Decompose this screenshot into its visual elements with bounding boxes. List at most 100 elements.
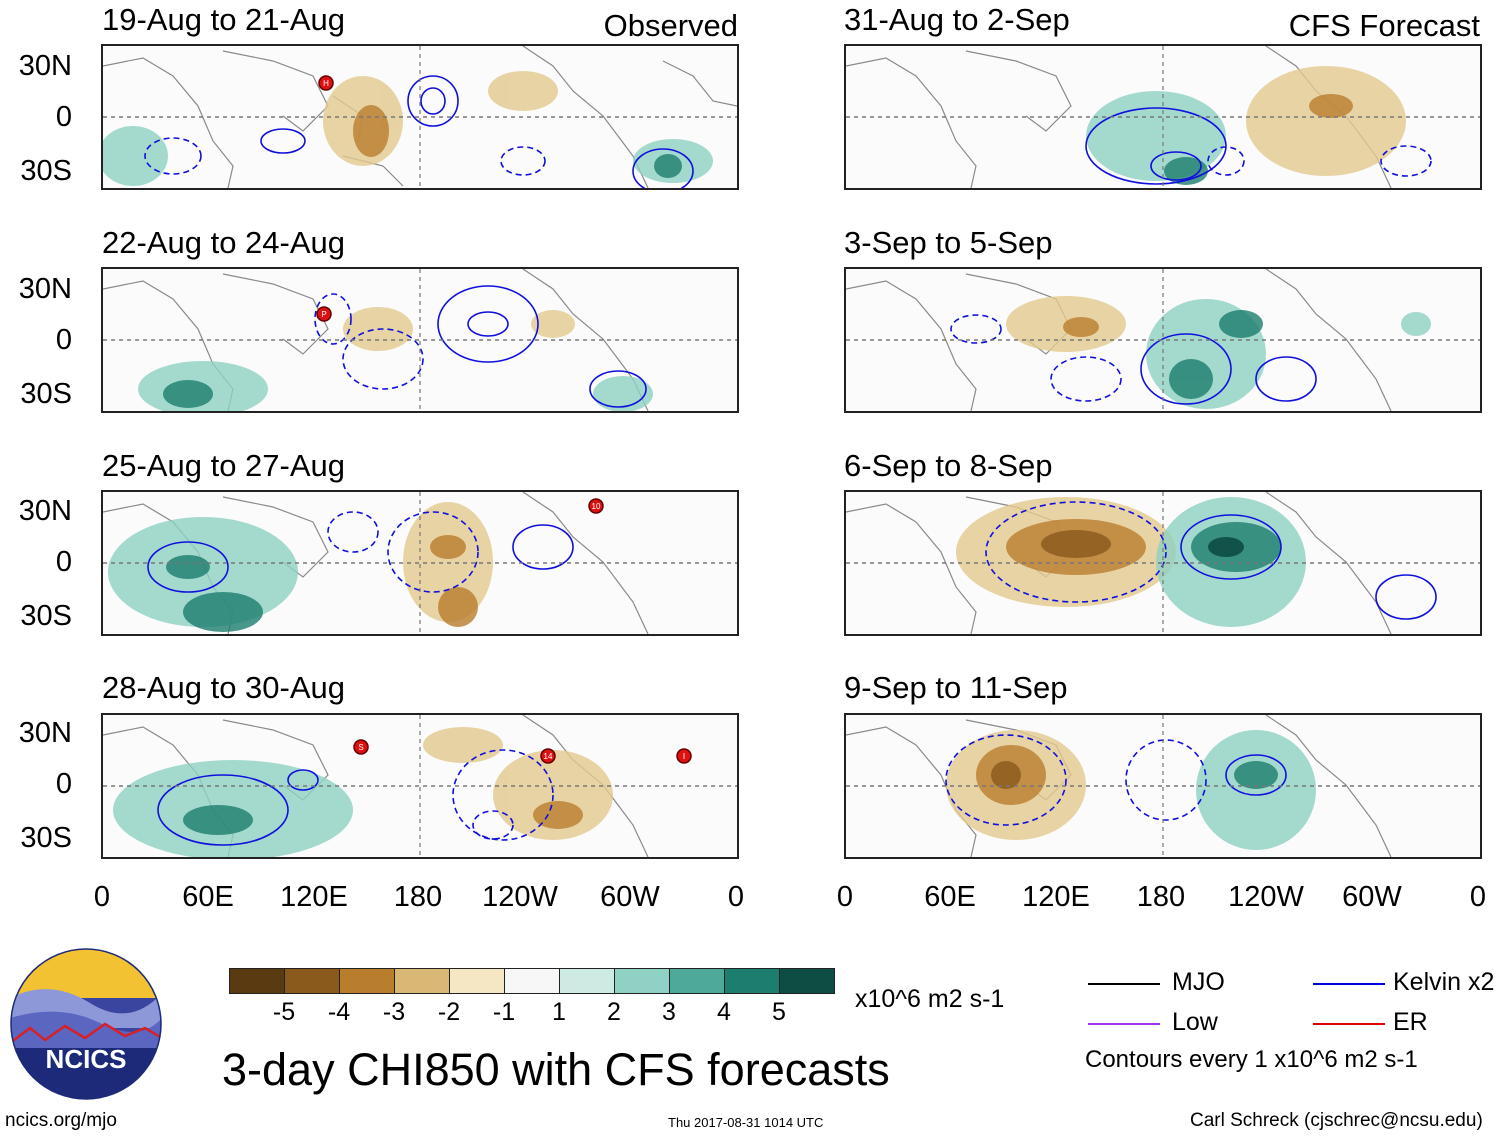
colorbar-tick: 2 xyxy=(607,998,621,1026)
storm-marker: 10 xyxy=(588,498,604,514)
panel-title-1: 19-Aug to 21-Aug xyxy=(102,2,346,37)
lon-label-0: 0 xyxy=(727,881,745,913)
legend-label-mjo: MJO xyxy=(1172,968,1225,996)
lat-label-30s: 30S xyxy=(20,155,72,187)
lat-label-eq: 0 xyxy=(55,546,72,578)
lat-label-eq: 0 xyxy=(55,324,72,356)
legend-label-er: ER xyxy=(1393,1008,1428,1036)
storm-marker: H xyxy=(318,75,334,91)
colorbar-tick: -1 xyxy=(492,998,516,1026)
map-svg: H xyxy=(103,46,737,188)
footer-timestamp: Thu 2017-08-31 1014 UTC xyxy=(668,1115,824,1130)
map-svg: S 14 I xyxy=(103,715,737,857)
storm-label: H xyxy=(323,79,329,88)
lat-label-30s: 30S xyxy=(20,600,72,632)
colorbar-swatch xyxy=(780,969,834,993)
map-svg xyxy=(846,715,1480,857)
lon-label-120w: 120W xyxy=(482,881,558,913)
storm-label: P xyxy=(321,310,326,319)
colorbar-swatch xyxy=(285,969,340,993)
lat-label-eq: 0 xyxy=(55,101,72,133)
panel-title-3: 25-Aug to 27-Aug xyxy=(102,448,346,483)
panel-title-7: 6-Sep to 8-Sep xyxy=(844,448,1053,483)
map-svg: P xyxy=(103,269,737,411)
map-svg xyxy=(846,269,1480,411)
map-panel-forecast-1 xyxy=(844,44,1482,190)
lon-label-120e: 120E xyxy=(280,881,348,913)
colorbar-swatch xyxy=(340,969,395,993)
legend-line-kelvin xyxy=(1313,983,1385,985)
colorbar-tick: -2 xyxy=(437,998,461,1026)
legend-line-er xyxy=(1313,1023,1385,1025)
colorbar-tick: 1 xyxy=(552,998,566,1026)
lon-label-180: 180 xyxy=(1136,881,1186,913)
storm-marker: S 14 I xyxy=(353,739,692,764)
legend-label-kelvin: Kelvin x2 xyxy=(1393,968,1495,996)
lon-label-0: 0 xyxy=(1469,881,1487,913)
lon-label-60e: 60E xyxy=(182,881,234,913)
lat-label-30n: 30N xyxy=(18,50,72,82)
legend-line-low xyxy=(1088,1023,1160,1025)
map-svg xyxy=(846,492,1480,634)
lon-label-120e: 120E xyxy=(1022,881,1090,913)
lon-label-0: 0 xyxy=(836,881,854,913)
colorbar-tick: 4 xyxy=(717,998,731,1026)
colorbar-tick: -4 xyxy=(327,998,351,1026)
legend-label-low: Low xyxy=(1172,1008,1218,1036)
colorbar-swatch xyxy=(230,969,285,993)
map-panel-observed-1: H xyxy=(101,44,739,190)
panel-title-8: 9-Sep to 11-Sep xyxy=(844,670,1068,705)
colorbar-tick: 5 xyxy=(772,998,786,1026)
map-panel-observed-4: S 14 I xyxy=(101,713,739,859)
storm-marker: P xyxy=(316,306,332,322)
colorbar-swatch xyxy=(450,969,505,993)
logo-text: NCICS xyxy=(45,1044,127,1074)
main-title: 3-day CHI850 with CFS forecasts xyxy=(222,1044,890,1095)
lon-label-120w: 120W xyxy=(1228,881,1304,913)
colorbar-swatch xyxy=(560,969,615,993)
colorbar-swatch xyxy=(670,969,725,993)
panel-title-6: 3-Sep to 5-Sep xyxy=(844,225,1053,260)
footer-author: Carl Schreck (cjschrec@ncsu.edu) xyxy=(1190,1110,1483,1131)
colorbar-tick: -3 xyxy=(382,998,406,1026)
colorbar-swatch xyxy=(725,969,780,993)
lon-label-60e: 60E xyxy=(924,881,976,913)
forecast-label: CFS Forecast xyxy=(1288,8,1480,43)
storm-label: S xyxy=(358,743,363,752)
lon-label-60w: 60W xyxy=(600,881,660,913)
lon-label-60w: 60W xyxy=(1342,881,1402,913)
lon-label-0: 0 xyxy=(93,881,111,913)
storm-label: 14 xyxy=(544,752,553,761)
map-panel-observed-2: P xyxy=(101,267,739,413)
lat-label-30s: 30S xyxy=(20,378,72,410)
legend-line-mjo xyxy=(1088,983,1160,985)
storm-label: I xyxy=(683,752,685,761)
panel-title-4: 28-Aug to 30-Aug xyxy=(102,670,346,705)
colorbar-swatch xyxy=(615,969,670,993)
colorbar xyxy=(229,968,835,994)
lon-label-180: 180 xyxy=(393,881,443,913)
colorbar-units: x10^6 m2 s-1 xyxy=(855,985,1005,1013)
lat-label-30n: 30N xyxy=(18,273,72,305)
panel-title-5: 31-Aug to 2-Sep xyxy=(844,2,1070,37)
colorbar-tick: -5 xyxy=(272,998,296,1026)
lat-label-eq: 0 xyxy=(55,768,72,800)
lat-label-30n: 30N xyxy=(18,717,72,749)
footer-url[interactable]: ncics.org/mjo xyxy=(5,1110,117,1131)
contour-note: Contours every 1 x10^6 m2 s-1 xyxy=(1085,1046,1418,1073)
colorbar-swatch xyxy=(395,969,450,993)
map-panel-forecast-3 xyxy=(844,490,1482,636)
lat-label-30n: 30N xyxy=(18,495,72,527)
colorbar-swatch xyxy=(505,969,560,993)
lat-label-30s: 30S xyxy=(20,822,72,854)
colorbar-tick: 3 xyxy=(662,998,676,1026)
map-panel-forecast-2 xyxy=(844,267,1482,413)
map-svg xyxy=(846,46,1480,188)
map-svg: 10 xyxy=(103,492,737,634)
panel-title-2: 22-Aug to 24-Aug xyxy=(102,225,346,260)
observed-label: Observed xyxy=(603,8,738,43)
ncics-logo: NCICS xyxy=(10,948,162,1100)
storm-label: 10 xyxy=(592,502,601,511)
map-panel-observed-3: 10 xyxy=(101,490,739,636)
map-panel-forecast-4 xyxy=(844,713,1482,859)
